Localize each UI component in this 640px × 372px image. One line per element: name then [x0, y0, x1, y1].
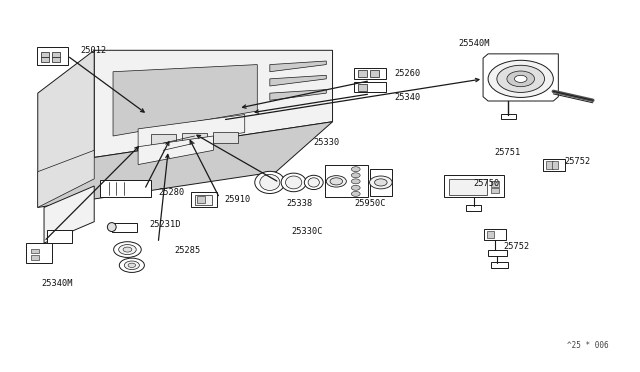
Bar: [492, 182, 499, 187]
Bar: [355, 68, 386, 79]
Bar: [369, 70, 379, 77]
Bar: [449, 179, 487, 195]
Circle shape: [114, 242, 141, 257]
Text: 25910: 25910: [224, 195, 250, 204]
Circle shape: [123, 247, 132, 252]
Polygon shape: [270, 90, 326, 100]
Bar: [41, 57, 49, 62]
Text: 25280: 25280: [158, 187, 184, 196]
Bar: [484, 229, 506, 240]
Bar: [100, 180, 150, 198]
Polygon shape: [270, 61, 326, 72]
Circle shape: [515, 75, 527, 83]
Circle shape: [351, 191, 360, 196]
Circle shape: [497, 65, 545, 92]
Text: 25950C: 25950C: [355, 199, 386, 208]
Text: 25231D: 25231D: [149, 220, 181, 229]
Polygon shape: [38, 50, 94, 208]
Polygon shape: [483, 54, 558, 101]
Circle shape: [330, 178, 342, 185]
Polygon shape: [44, 186, 94, 243]
Ellipse shape: [305, 175, 323, 190]
Bar: [41, 52, 49, 57]
Text: 25750: 25750: [474, 179, 500, 187]
Circle shape: [374, 179, 387, 186]
Bar: [358, 84, 367, 91]
Polygon shape: [213, 132, 239, 143]
Bar: [444, 175, 504, 198]
Bar: [325, 165, 367, 198]
Text: 25752: 25752: [564, 157, 591, 166]
Circle shape: [124, 261, 140, 270]
Circle shape: [119, 258, 145, 272]
Ellipse shape: [255, 171, 285, 193]
Bar: [543, 159, 565, 171]
Bar: [488, 250, 507, 256]
Bar: [52, 52, 60, 57]
Circle shape: [326, 176, 346, 187]
Text: 25540M: 25540M: [458, 39, 490, 48]
Ellipse shape: [281, 173, 306, 192]
Bar: [26, 243, 52, 263]
Polygon shape: [138, 136, 213, 164]
Polygon shape: [38, 122, 333, 208]
Polygon shape: [113, 65, 257, 136]
Circle shape: [351, 185, 360, 190]
Text: 25752: 25752: [504, 242, 530, 251]
Ellipse shape: [260, 174, 280, 190]
Bar: [112, 223, 137, 232]
Circle shape: [351, 167, 360, 172]
Text: 25340: 25340: [394, 93, 420, 102]
Ellipse shape: [285, 176, 302, 189]
Polygon shape: [138, 115, 244, 150]
Text: 25340M: 25340M: [41, 279, 72, 288]
Bar: [500, 114, 516, 119]
Bar: [47, 230, 72, 243]
Bar: [492, 188, 499, 193]
Polygon shape: [182, 133, 207, 144]
Polygon shape: [94, 50, 333, 157]
Bar: [547, 161, 553, 169]
Text: 25330: 25330: [314, 138, 340, 147]
Ellipse shape: [108, 222, 116, 231]
Ellipse shape: [308, 178, 319, 187]
Bar: [355, 82, 386, 92]
Bar: [488, 231, 493, 238]
Text: 25012: 25012: [81, 46, 107, 55]
Text: 25260: 25260: [394, 69, 420, 78]
Circle shape: [488, 60, 554, 97]
Circle shape: [369, 176, 392, 189]
Circle shape: [507, 71, 534, 87]
Text: 25330C: 25330C: [292, 227, 323, 236]
Circle shape: [351, 173, 360, 178]
Bar: [358, 70, 367, 77]
Bar: [36, 48, 68, 65]
Text: 25338: 25338: [287, 199, 313, 208]
Circle shape: [351, 179, 360, 184]
Bar: [491, 262, 508, 268]
Circle shape: [128, 263, 136, 267]
Bar: [195, 195, 212, 205]
Text: 25751: 25751: [494, 148, 520, 157]
Bar: [552, 161, 558, 169]
Bar: [52, 57, 60, 62]
Bar: [370, 169, 392, 196]
Bar: [466, 205, 481, 211]
Text: ^25 * 006: ^25 * 006: [567, 340, 609, 350]
Bar: [31, 249, 39, 253]
Text: 25285: 25285: [175, 247, 201, 256]
Polygon shape: [38, 150, 94, 208]
Bar: [191, 192, 216, 207]
Bar: [31, 255, 39, 260]
Polygon shape: [150, 134, 176, 145]
Circle shape: [118, 244, 136, 254]
Polygon shape: [270, 75, 326, 86]
Bar: [197, 196, 205, 203]
